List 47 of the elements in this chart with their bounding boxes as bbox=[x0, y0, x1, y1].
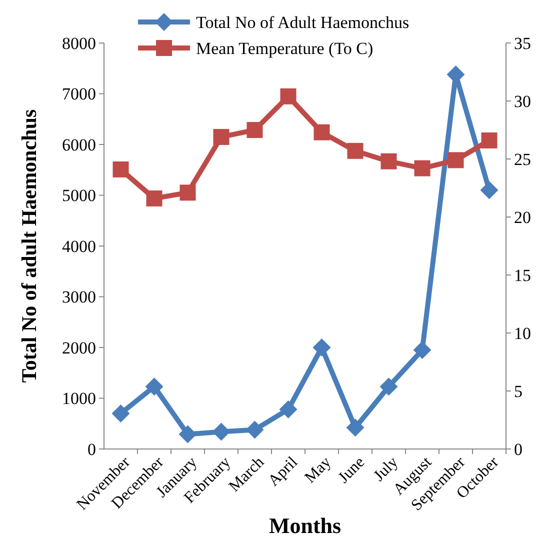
x-tick-label: July bbox=[370, 454, 402, 485]
y2-tick-label: 20 bbox=[514, 208, 531, 227]
point bbox=[480, 181, 498, 200]
point bbox=[481, 132, 498, 148]
point bbox=[246, 420, 264, 439]
point bbox=[413, 341, 432, 360]
y-tick-label: 4000 bbox=[62, 236, 96, 256]
point bbox=[346, 418, 364, 437]
legend-label: Mean Temperature (To C) bbox=[196, 38, 374, 58]
point bbox=[312, 338, 331, 356]
y2-tick-label: 35 bbox=[514, 34, 531, 53]
y2-tick-label: 10 bbox=[514, 324, 531, 343]
x-axis-title: Months bbox=[268, 513, 342, 538]
point bbox=[414, 160, 430, 176]
point bbox=[212, 422, 230, 441]
point bbox=[112, 161, 129, 178]
x-tick-label: May bbox=[302, 454, 335, 487]
y-tick-label: 5000 bbox=[62, 186, 96, 206]
point bbox=[380, 153, 397, 170]
y2-tick-label: 25 bbox=[514, 150, 531, 169]
y-tick-label: 8000 bbox=[62, 34, 96, 53]
y2-tick-label: 15 bbox=[514, 266, 531, 285]
point bbox=[314, 124, 330, 140]
point bbox=[246, 122, 263, 138]
point bbox=[146, 190, 162, 206]
point bbox=[347, 142, 364, 159]
point bbox=[180, 184, 196, 201]
point bbox=[112, 404, 130, 422]
point bbox=[280, 88, 296, 104]
legend-label: Total No of Adult Haemonchus bbox=[196, 12, 410, 32]
point bbox=[213, 128, 230, 145]
y-tick-label: 1000 bbox=[62, 389, 96, 408]
y-tick-label: 7000 bbox=[62, 84, 96, 104]
y-tick-label: 2000 bbox=[62, 338, 96, 358]
point bbox=[448, 152, 464, 168]
y-tick-label: 0 bbox=[88, 440, 96, 459]
y2-tick-label: 0 bbox=[514, 440, 522, 459]
y-tick-label: 6000 bbox=[62, 135, 96, 154]
y2-tick-label: 30 bbox=[514, 92, 531, 111]
y-axis-title: Total No of adult Haemonchus bbox=[17, 109, 41, 383]
point bbox=[145, 378, 164, 396]
point bbox=[279, 400, 298, 418]
point bbox=[178, 425, 197, 444]
y2-tick-label: 5 bbox=[514, 382, 522, 401]
y-tick-label: 3000 bbox=[62, 288, 96, 307]
point bbox=[380, 378, 398, 396]
x-tick-label: June bbox=[335, 454, 368, 487]
